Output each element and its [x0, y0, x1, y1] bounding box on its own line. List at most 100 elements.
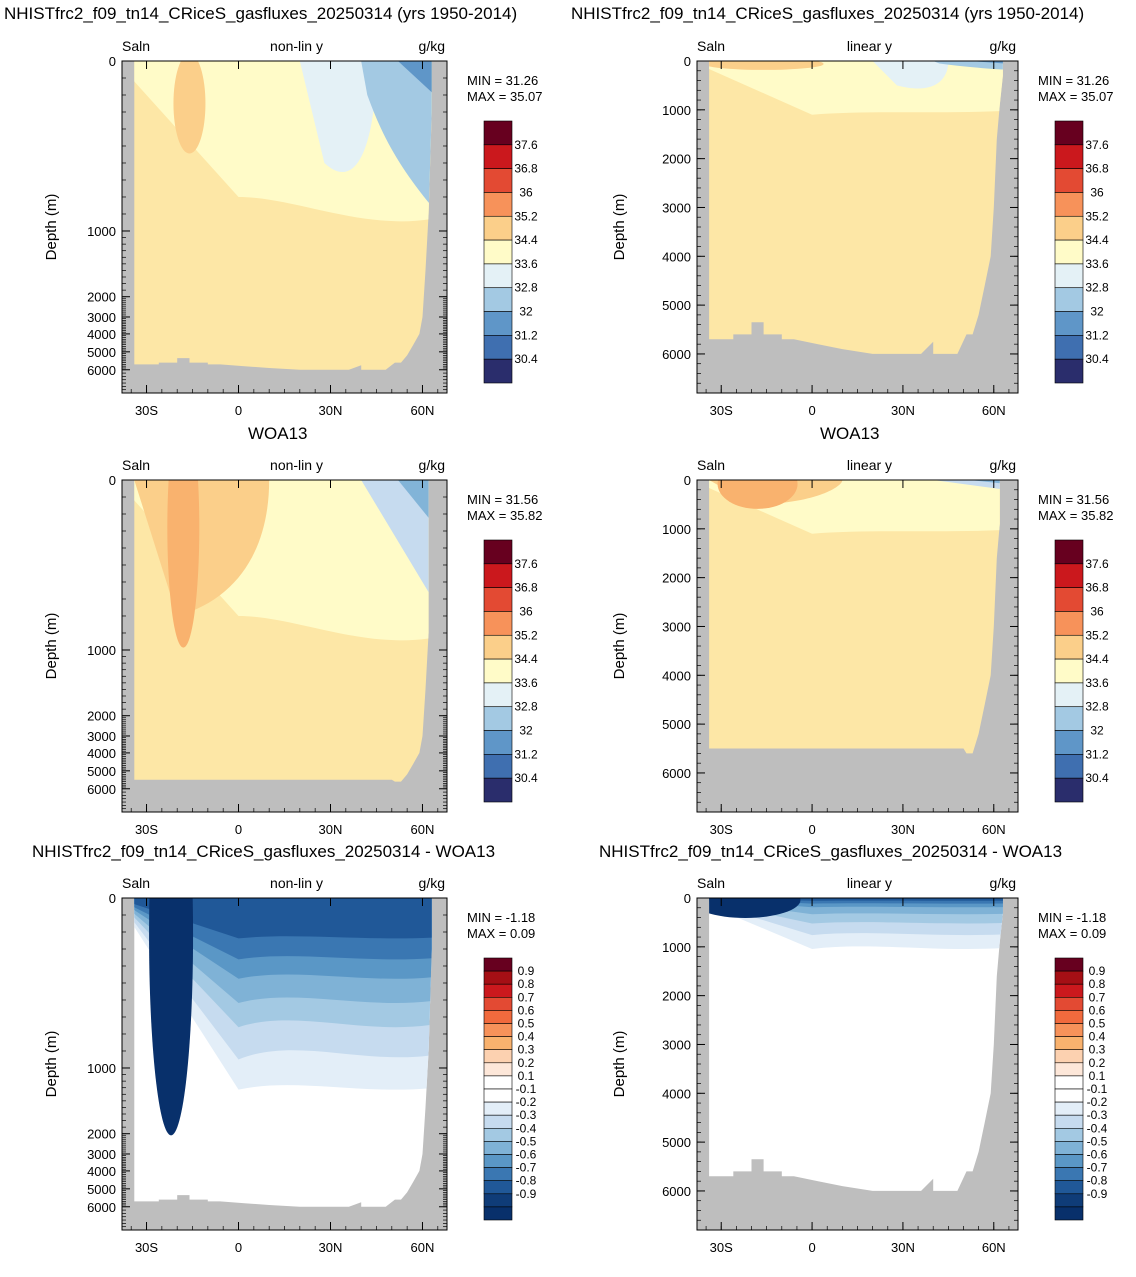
colorbar-box — [483, 1114, 513, 1129]
colorbar-label: 30.4 — [1085, 771, 1109, 785]
panel-diff-linear: Saln linear y g/kg Depth (m) 0 1000 2000 3000 40… — [568, 867, 1128, 1277]
y-axis-title: Depth (m) — [43, 194, 60, 261]
x-tick-label: 30S — [135, 1240, 158, 1255]
x-tick-label: 30N — [891, 1240, 915, 1255]
colorbar-box — [483, 587, 513, 612]
colorbar-box — [483, 1193, 513, 1208]
colorbar-box — [1054, 706, 1084, 731]
min-label: MIN = -1.18 — [467, 910, 535, 925]
y-tick-label: 6000 — [87, 1200, 116, 1215]
colorbar-box — [483, 1167, 513, 1182]
panel-model-linear: Saln linear y g/kg Depth (m) 0 1000 2000 3000 40… — [568, 30, 1128, 440]
colorbar-box — [1054, 1010, 1084, 1024]
x-tick-label: 0 — [808, 1240, 815, 1255]
y-tick-label: 3000 — [662, 619, 691, 634]
colorbar-box — [483, 144, 513, 169]
y-tick-label: 3000 — [662, 1037, 691, 1052]
plot-area — [697, 480, 1018, 812]
y-tick-label: 4000 — [662, 249, 691, 264]
min-label: MIN = -1.18 — [1038, 910, 1106, 925]
min-label: MIN = 31.26 — [467, 73, 538, 88]
var-label: Saln — [122, 38, 150, 54]
max-label: MAX = 35.82 — [1038, 508, 1114, 523]
colorbar-label: 36 — [1090, 185, 1104, 199]
colorbar-label: 36.8 — [514, 581, 538, 595]
y-tick-label: 4000 — [87, 746, 116, 761]
x-tick-label: 30N — [319, 403, 343, 418]
units-label: g/kg — [419, 38, 445, 54]
colorbar-label: -0.3 — [516, 1108, 537, 1122]
colorbar-box — [483, 192, 513, 217]
y-tick-label: 2000 — [662, 989, 691, 1004]
chart-svg: Saln non-lin y g/kg Depth (m) 0 1000 2000 3000 4… — [43, 457, 543, 837]
colorbar-box — [483, 1075, 513, 1090]
plot-area — [122, 61, 447, 393]
colorbar-label: -0.8 — [516, 1174, 537, 1188]
colorbar-label: 0.5 — [1089, 1017, 1106, 1031]
colorbar-label: 0.2 — [518, 1056, 535, 1070]
contour-fill-33-6 — [872, 61, 949, 89]
colorbar-box — [483, 706, 513, 731]
y-tick-label: 5000 — [87, 1182, 116, 1197]
plot-title-row2-left: WOA13 — [248, 424, 308, 443]
panel-obs-nonlin: Saln non-lin y g/kg Depth (m) 0 1000 2000 3000 4… — [0, 449, 560, 859]
y-tick-label: 3000 — [87, 729, 116, 744]
colorbar-label: 0.7 — [1089, 990, 1106, 1004]
colorbar-label: 37.6 — [514, 138, 538, 152]
colorbar-label: 0.6 — [518, 1003, 535, 1017]
y-tick-label: 3000 — [87, 310, 116, 325]
chart-svg: Saln non-lin y g/kg Depth (m) 0 1000 2000 3000 4… — [43, 38, 543, 418]
y-tick-label: 4000 — [662, 668, 691, 683]
colorbar-label: 34.4 — [1085, 233, 1109, 247]
colorbar-label: 32.8 — [1085, 700, 1109, 714]
plot-area — [122, 898, 447, 1230]
colorbar-label: 0.8 — [518, 977, 535, 991]
panel-obs-linear: Saln linear y g/kg Depth (m) 0 1000 2000 3000 40… — [568, 449, 1128, 859]
colorbar-box — [1054, 1075, 1084, 1090]
colorbar-box — [483, 1023, 513, 1037]
colorbar-label: -0.1 — [516, 1082, 537, 1096]
y-tick-label: 6000 — [87, 363, 116, 378]
colorbar-box — [1054, 1141, 1084, 1155]
contour-fill-31 — [969, 61, 1003, 65]
units-label: g/kg — [990, 457, 1016, 473]
colorbar-label: 37.6 — [1085, 138, 1109, 152]
contour-fill-35 — [709, 61, 824, 70]
colorbar-label: 35.2 — [1085, 209, 1109, 223]
colorbar-label: 37.6 — [514, 557, 538, 571]
y-tick-label: 5000 — [662, 1135, 691, 1150]
colorbar-label: 31.2 — [1085, 747, 1109, 761]
colorbar-label: 30.4 — [514, 352, 538, 366]
colorbar-box — [483, 1180, 513, 1195]
y-tick-label: 0 — [109, 891, 116, 906]
chart-svg: Saln non-lin y g/kg Depth (m) 0 1000 2000 3000 4… — [43, 875, 537, 1255]
colorbar-box — [1054, 287, 1084, 312]
colorbar-box — [1054, 1193, 1084, 1208]
max-label: MAX = 35.82 — [467, 508, 543, 523]
colorbar-label: -0.5 — [516, 1134, 537, 1148]
colorbar-label: 33.6 — [1085, 676, 1109, 690]
chart-svg: Saln linear y g/kg Depth (m) 0 1000 2000 3000 40… — [611, 38, 1114, 418]
colorbar-label: 35.2 — [514, 209, 538, 223]
colorbar-box — [483, 777, 513, 803]
yscale-label: linear y — [847, 457, 892, 473]
var-label: Saln — [122, 457, 150, 473]
colorbar-box — [483, 120, 513, 146]
colorbar-box — [483, 215, 513, 241]
colorbar-box — [1054, 611, 1084, 636]
colorbar-label: 0.9 — [518, 964, 535, 978]
colorbar-box — [483, 287, 513, 312]
colorbar-box — [1054, 777, 1084, 803]
y-tick-label: 0 — [109, 54, 116, 69]
colorbar-box — [483, 1154, 513, 1168]
colorbar-box — [1054, 311, 1084, 336]
colorbar-box — [1054, 1127, 1084, 1142]
colorbar-box — [1054, 358, 1084, 384]
colorbar-label: -0.5 — [1087, 1134, 1108, 1148]
colorbar-box — [1054, 1023, 1084, 1037]
colorbar-label: 32 — [519, 724, 533, 738]
panel-model-nonlin: Saln non-lin y g/kg Depth (m) 0 1000 2000 3000 4… — [0, 30, 560, 440]
y-axis-title: Depth (m) — [611, 194, 628, 261]
ocean-field — [709, 480, 1000, 754]
x-tick-label: 0 — [235, 1240, 242, 1255]
